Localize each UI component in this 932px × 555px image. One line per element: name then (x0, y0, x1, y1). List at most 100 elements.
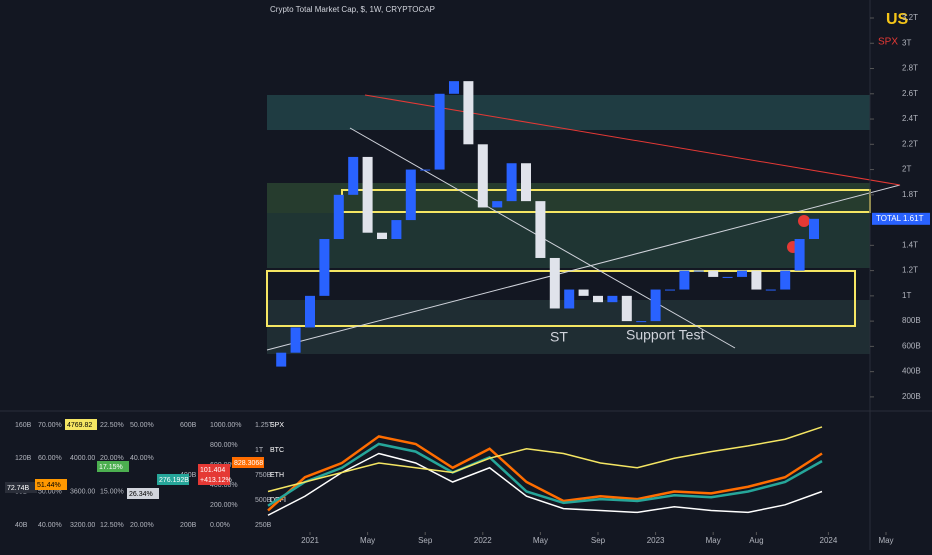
last-value: 1.61T (903, 214, 924, 223)
candle (564, 289, 575, 309)
price-label: 1.2T (902, 266, 918, 275)
lower-axis-label: 200B (180, 522, 197, 529)
lower-axis-label: 15.00% (100, 489, 124, 496)
lower-axis-label: 1.25T (255, 422, 274, 429)
line (267, 442, 823, 507)
candle (362, 156, 373, 233)
line (267, 452, 823, 516)
candle (765, 289, 776, 291)
legend-item: ETH (270, 472, 284, 479)
value-tag-text: +413.12% (200, 477, 232, 484)
value-tag-text: 828.3068 (234, 460, 263, 467)
candle (693, 270, 704, 272)
time-label: 2023 (647, 536, 665, 545)
lower-axis-label: 4000.00 (70, 455, 95, 462)
price-label: 200B (902, 392, 921, 401)
title: Crypto Total Market Cap, $, 1W, CRYPTOCA… (270, 5, 435, 14)
price-label: 3T (902, 38, 911, 47)
price-label: 1T (902, 291, 911, 300)
last-price-tag (872, 212, 930, 225)
candle (276, 352, 287, 367)
price-label: 800B (902, 316, 921, 325)
line (267, 435, 823, 512)
lower-axis-label: 40B (15, 522, 28, 529)
price-label: 2.4T (902, 114, 918, 123)
value-tag-text: 26.34% (129, 491, 153, 498)
candle (578, 289, 589, 296)
value-tag (198, 474, 230, 485)
candle (751, 270, 762, 290)
lower-axis-label: 250B (255, 522, 272, 529)
candle (348, 156, 359, 195)
lower-axis-label: 22.50% (100, 422, 124, 429)
candle (463, 81, 474, 145)
candle (477, 144, 488, 208)
time-label: May (360, 536, 375, 545)
price-label: 3.2T (902, 13, 918, 22)
candle (420, 169, 431, 171)
symbol: US (886, 11, 909, 28)
candle (405, 169, 416, 221)
annotation: ST (550, 329, 568, 345)
lower-axis-label: 600B (180, 422, 197, 429)
lower-axis-label: 200.00% (210, 502, 238, 509)
time-label: 2021 (301, 536, 319, 545)
value-tag-text: 276.192B (159, 477, 189, 484)
time-label: Sep (418, 536, 433, 545)
value-tag (157, 474, 189, 485)
lower-axis-label: 40.00% (38, 522, 62, 529)
box (266, 270, 856, 327)
lower-axis-label: 800.00% (210, 442, 238, 449)
candle (794, 239, 805, 271)
candle (679, 270, 690, 290)
value-tag-text: 51.44% (37, 482, 61, 489)
lower-axis-label: 70.00% (38, 422, 62, 429)
candle (290, 327, 301, 353)
candle (492, 201, 503, 208)
value-tag (97, 461, 129, 472)
candle (549, 257, 560, 309)
time-label: Aug (749, 536, 763, 545)
candle (809, 218, 819, 240)
last-name: TOTAL (876, 214, 902, 223)
candle (391, 220, 402, 240)
candle (377, 232, 387, 240)
time-label: Sep (591, 536, 606, 545)
price-label: 1.4T (902, 240, 918, 249)
candle (535, 201, 546, 258)
time-label: May (878, 536, 893, 545)
price-label: 2.2T (902, 139, 918, 148)
lower-axis-label: 3200.00 (70, 522, 95, 529)
candle (708, 270, 719, 277)
value-tag (127, 488, 159, 499)
lower-axis-label: 1T (255, 447, 264, 454)
time-label: May (533, 536, 548, 545)
price-label: 600B (902, 341, 921, 350)
legend-item: BTC (270, 447, 284, 454)
candle (434, 93, 445, 170)
lower-axis-label: 750B (255, 472, 272, 479)
value-tag (198, 464, 230, 475)
time-label: 2022 (474, 536, 492, 545)
price-label: 2.8T (902, 64, 918, 73)
candle (636, 321, 647, 323)
candle (319, 239, 330, 296)
zone (267, 95, 870, 130)
trendline (364, 94, 901, 186)
candle (593, 295, 603, 303)
line (267, 426, 823, 493)
value-tag (65, 419, 97, 430)
candle (305, 295, 315, 328)
lower-axis-label: 500B (255, 497, 272, 504)
value-tag (5, 482, 37, 493)
candle (521, 163, 531, 202)
price-label: 2.6T (902, 89, 918, 98)
lower-axis-label: 20.00% (100, 455, 124, 462)
candle (621, 295, 632, 322)
candle (665, 289, 675, 291)
legend-item: SPX (270, 422, 284, 429)
price-label: 2T (902, 165, 911, 174)
lower-axis-label: 12.50% (100, 522, 124, 529)
time-label: May (706, 536, 721, 545)
